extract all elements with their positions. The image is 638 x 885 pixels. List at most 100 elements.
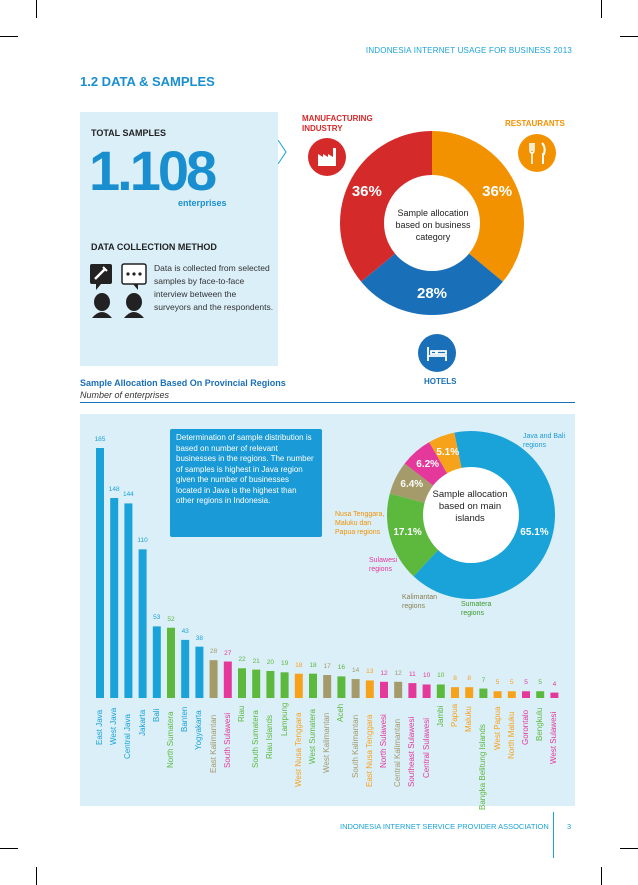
bar bbox=[436, 684, 445, 698]
kalimantan-label: Kalimantan regions bbox=[402, 594, 438, 610]
bar-value-label: 5 bbox=[509, 679, 514, 687]
section-title: 1.2 DATA & SAMPLES bbox=[80, 74, 215, 89]
bar bbox=[451, 687, 459, 698]
bar-category-label: North Sumatera bbox=[166, 711, 175, 769]
bar-category-label: Bangka Belitung Islands bbox=[478, 723, 488, 810]
donut-center bbox=[384, 175, 480, 271]
total-samples-value: 1.108 bbox=[89, 139, 217, 202]
bar-category-label: South Sulawesi bbox=[222, 713, 232, 769]
bar-value-label: 144 bbox=[122, 491, 134, 499]
bar-category-label: Bengkulu bbox=[535, 707, 545, 741]
bar-category-label: South Sumatera bbox=[251, 710, 261, 769]
category-slice bbox=[340, 131, 432, 282]
islands-donut-chart bbox=[387, 431, 555, 599]
page-number: 3 bbox=[567, 822, 572, 831]
bar-category-label: Gorontalo bbox=[521, 710, 530, 746]
bar bbox=[238, 668, 246, 698]
category-value-label: 36% bbox=[351, 182, 382, 200]
bar bbox=[408, 683, 417, 698]
bar-value-label: 12 bbox=[394, 669, 402, 677]
bar-category-label: Riau bbox=[237, 705, 246, 723]
category-value-label: 28% bbox=[416, 285, 448, 303]
bar-category-label: Banten bbox=[180, 706, 190, 732]
bar-value-label: 110 bbox=[137, 537, 148, 545]
bar-category-label: Southeast Sulawesi bbox=[407, 716, 417, 787]
method-label: DATA COLLECTION METHOD bbox=[91, 242, 217, 252]
manufacturing-label: MANUFACTURING INDUSTRY bbox=[302, 114, 373, 133]
bar-value-label: 52 bbox=[167, 615, 175, 623]
bar bbox=[266, 670, 275, 698]
bar-category-label: Papua bbox=[450, 703, 459, 727]
nusa-tenggara-label: Nusa Tenggara, Maluku dan Papua regions bbox=[335, 511, 385, 536]
bar-value-label: 28 bbox=[209, 648, 218, 656]
bar-value-label: 5 bbox=[524, 679, 528, 687]
bar-category-label: Riau Islands bbox=[265, 715, 275, 760]
islands-value-label: 5.1% bbox=[436, 446, 460, 458]
bar bbox=[280, 672, 289, 698]
bar bbox=[181, 639, 190, 698]
bar-category-label: East Nusa Tenggara bbox=[364, 714, 374, 787]
total-samples-unit: enterprises bbox=[178, 198, 227, 208]
top-title: INDONESIA INTERNET USAGE FOR BUSINESS 20… bbox=[365, 46, 572, 55]
regions-title: Sample Allocation Based On Provincial Re… bbox=[80, 378, 286, 388]
bar-value-label: 16 bbox=[337, 664, 345, 672]
islands-value-label: 17.1% bbox=[393, 526, 422, 538]
bar-value-label: 38 bbox=[195, 634, 203, 642]
bar bbox=[309, 673, 317, 698]
bar-value-label: 18 bbox=[295, 661, 303, 669]
crop-mark bbox=[601, 0, 602, 18]
bar-value-label: 10 bbox=[437, 672, 445, 680]
bar-category-label: Maluku bbox=[464, 705, 474, 732]
category-center-label: Sample allocation based on business cate… bbox=[395, 208, 471, 242]
crop-mark bbox=[620, 36, 638, 37]
bar-value-label: 5 bbox=[495, 679, 500, 687]
islands-donut-center bbox=[423, 467, 519, 563]
bar-category-label: Central Java bbox=[123, 714, 133, 760]
bar-value-label: 12 bbox=[380, 669, 388, 677]
bar bbox=[380, 681, 388, 698]
bar bbox=[522, 691, 530, 698]
bar bbox=[422, 684, 431, 698]
bar-category-label: Aceh bbox=[336, 704, 346, 723]
islands-value-label: 6.4% bbox=[400, 479, 424, 491]
bar bbox=[507, 691, 516, 698]
crop-mark bbox=[0, 848, 18, 849]
bar-category-label: Yogyakarta bbox=[194, 710, 204, 750]
category-donut-chart bbox=[340, 131, 524, 315]
category-slice bbox=[432, 131, 524, 282]
bar bbox=[294, 673, 303, 698]
bar-category-label: South Kalimantan bbox=[350, 714, 360, 778]
bar-category-label: Bali bbox=[151, 709, 161, 723]
bar-value-label: 4 bbox=[552, 680, 557, 688]
crop-mark bbox=[620, 848, 638, 849]
bar-value-label: 8 bbox=[467, 675, 471, 683]
bar-value-label: 10 bbox=[422, 672, 431, 680]
bar bbox=[96, 448, 104, 698]
bar-category-label: Jakarta bbox=[137, 709, 147, 737]
bar-category-label: West Nusa Tenggara bbox=[293, 712, 303, 787]
bar bbox=[493, 691, 502, 698]
islands-value-label: 65.1% bbox=[520, 526, 549, 538]
bar-value-label: 14 bbox=[351, 667, 360, 675]
method-text: Data is collected from selected samples … bbox=[154, 263, 274, 312]
bar-category-label: East Java bbox=[95, 710, 104, 746]
bar bbox=[323, 675, 332, 698]
bar-category-label: West Kalimantan bbox=[322, 712, 332, 773]
bar-value-label: 22 bbox=[238, 656, 246, 664]
bar-value-label: 21 bbox=[252, 657, 260, 665]
bar-category-label: East Kalimantan bbox=[208, 714, 218, 773]
bar bbox=[209, 660, 218, 698]
crop-mark bbox=[601, 867, 602, 885]
bar-value-label: 148 bbox=[108, 486, 120, 493]
bar-category-label: West Java bbox=[109, 708, 119, 746]
bar-value-label: 43 bbox=[181, 627, 189, 635]
bar-value-label: 5 bbox=[538, 679, 542, 687]
connector-chevron bbox=[278, 140, 287, 164]
bar bbox=[536, 691, 545, 698]
cutlery-icon bbox=[518, 134, 556, 172]
bar-category-label: West Sumatera bbox=[308, 708, 317, 764]
bar-category-label: Lampung bbox=[279, 702, 289, 737]
bar-value-label: 17 bbox=[323, 663, 331, 671]
footer-org: INDONESIA INTERNET SERVICE PROVIDER ASSO… bbox=[340, 822, 549, 831]
crop-mark bbox=[36, 867, 37, 885]
